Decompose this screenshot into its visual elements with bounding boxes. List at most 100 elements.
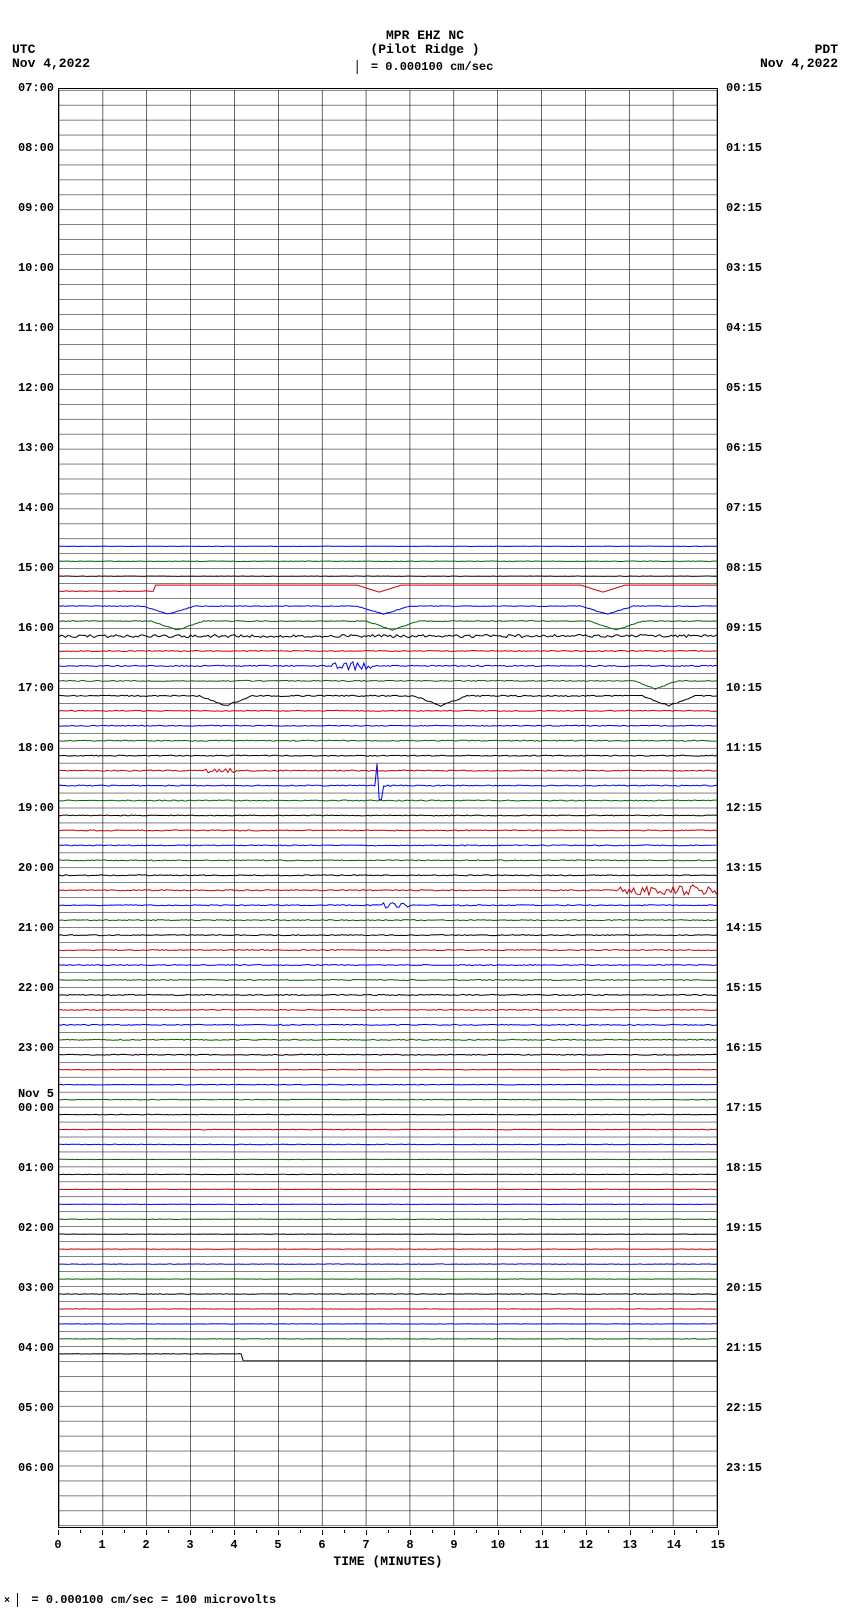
right-time-label: 08:15	[726, 561, 762, 575]
left-day-label: Nov 5	[18, 1087, 54, 1101]
x-tick-label: 14	[667, 1538, 681, 1552]
left-time-label: 03:00	[18, 1281, 54, 1295]
left-time-label: 10:00	[18, 261, 54, 275]
left-time-label: 08:00	[18, 141, 54, 155]
x-tick-label: 1	[98, 1538, 105, 1552]
helicorder-plot	[58, 88, 718, 1528]
right-time-label: 14:15	[726, 921, 762, 935]
right-time-label: 06:15	[726, 441, 762, 455]
x-tick-label: 7	[362, 1538, 369, 1552]
x-tick-label: 3	[186, 1538, 193, 1552]
left-time-label: 02:00	[18, 1221, 54, 1235]
x-minor-tick	[300, 1530, 301, 1533]
left-time-label: 20:00	[18, 861, 54, 875]
right-time-label: 23:15	[726, 1461, 762, 1475]
x-minor-tick	[520, 1530, 521, 1533]
left-time-label: 16:00	[18, 621, 54, 635]
x-tick-label: 11	[535, 1538, 549, 1552]
x-minor-tick	[564, 1530, 565, 1533]
date-left: Nov 4,2022	[12, 56, 90, 71]
x-tick	[542, 1530, 543, 1535]
left-time-label: 14:00	[18, 501, 54, 515]
left-time-label: 05:00	[18, 1401, 54, 1415]
right-time-label: 10:15	[726, 681, 762, 695]
left-time-label: 01:00	[18, 1161, 54, 1175]
x-tick	[674, 1530, 675, 1535]
x-minor-tick	[344, 1530, 345, 1533]
right-time-label: 15:15	[726, 981, 762, 995]
left-time-label: 21:00	[18, 921, 54, 935]
x-tick	[454, 1530, 455, 1535]
right-time-label: 01:15	[726, 141, 762, 155]
x-minor-tick	[168, 1530, 169, 1533]
right-time-label: 20:15	[726, 1281, 762, 1295]
x-tick	[322, 1530, 323, 1535]
station-name-title: (Pilot Ridge )	[0, 42, 850, 57]
left-time-label: 17:00	[18, 681, 54, 695]
x-minor-tick	[80, 1530, 81, 1533]
date-right: Nov 4,2022	[760, 56, 838, 71]
x-tick	[278, 1530, 279, 1535]
x-axis: TIME (MINUTES) 0123456789101112131415	[58, 1530, 718, 1580]
left-time-label: 04:00	[18, 1341, 54, 1355]
right-time-label: 04:15	[726, 321, 762, 335]
left-time-label: 18:00	[18, 741, 54, 755]
x-tick	[190, 1530, 191, 1535]
x-minor-tick	[696, 1530, 697, 1533]
footer-scale-bar-icon	[17, 1593, 18, 1607]
x-minor-tick	[388, 1530, 389, 1533]
x-tick	[498, 1530, 499, 1535]
x-tick	[102, 1530, 103, 1535]
timezone-right: PDT	[815, 42, 838, 57]
left-time-label: 09:00	[18, 201, 54, 215]
right-time-label: 09:15	[726, 621, 762, 635]
x-minor-tick	[476, 1530, 477, 1533]
right-time-label: 05:15	[726, 381, 762, 395]
left-time-label: 19:00	[18, 801, 54, 815]
x-tick	[146, 1530, 147, 1535]
x-tick-label: 4	[230, 1538, 237, 1552]
right-time-label: 11:15	[726, 741, 762, 755]
right-time-label: 07:15	[726, 501, 762, 515]
x-tick	[630, 1530, 631, 1535]
left-time-label: 00:00	[18, 1101, 54, 1115]
right-time-label: 03:15	[726, 261, 762, 275]
x-tick-label: 12	[579, 1538, 593, 1552]
plot-svg	[59, 89, 717, 1527]
x-minor-tick	[652, 1530, 653, 1533]
left-time-label: 13:00	[18, 441, 54, 455]
right-time-label: 02:15	[726, 201, 762, 215]
x-minor-tick	[256, 1530, 257, 1533]
right-time-label: 19:15	[726, 1221, 762, 1235]
left-time-labels: 07:0008:0009:0010:0011:0012:0013:0014:00…	[0, 88, 56, 1528]
right-time-labels: 00:1501:1502:1503:1504:1505:1506:1507:15…	[722, 88, 802, 1528]
scale-bar-icon	[357, 60, 358, 74]
left-time-label: 15:00	[18, 561, 54, 575]
x-tick-label: 0	[54, 1538, 61, 1552]
left-time-label: 07:00	[18, 81, 54, 95]
x-tick-label: 6	[318, 1538, 325, 1552]
left-time-label: 22:00	[18, 981, 54, 995]
x-tick	[234, 1530, 235, 1535]
x-tick-label: 10	[491, 1538, 505, 1552]
right-time-label: 18:15	[726, 1161, 762, 1175]
right-time-label: 13:15	[726, 861, 762, 875]
footer-scale-note: × = 0.000100 cm/sec = 100 microvolts	[4, 1593, 276, 1607]
left-time-label: 23:00	[18, 1041, 54, 1055]
x-tick-label: 15	[711, 1538, 725, 1552]
x-tick-label: 5	[274, 1538, 281, 1552]
right-time-label: 16:15	[726, 1041, 762, 1055]
right-time-label: 22:15	[726, 1401, 762, 1415]
x-minor-tick	[432, 1530, 433, 1533]
x-tick-label: 13	[623, 1538, 637, 1552]
right-time-label: 21:15	[726, 1341, 762, 1355]
scale-indicator: = 0.000100 cm/sec	[357, 60, 494, 74]
scale-label: = 0.000100 cm/sec	[371, 60, 493, 74]
right-time-label: 00:15	[726, 81, 762, 95]
x-tick	[366, 1530, 367, 1535]
x-axis-title: TIME (MINUTES)	[58, 1554, 718, 1569]
x-tick	[58, 1530, 59, 1535]
x-tick	[718, 1530, 719, 1535]
timezone-left: UTC	[12, 42, 35, 57]
x-tick	[586, 1530, 587, 1535]
